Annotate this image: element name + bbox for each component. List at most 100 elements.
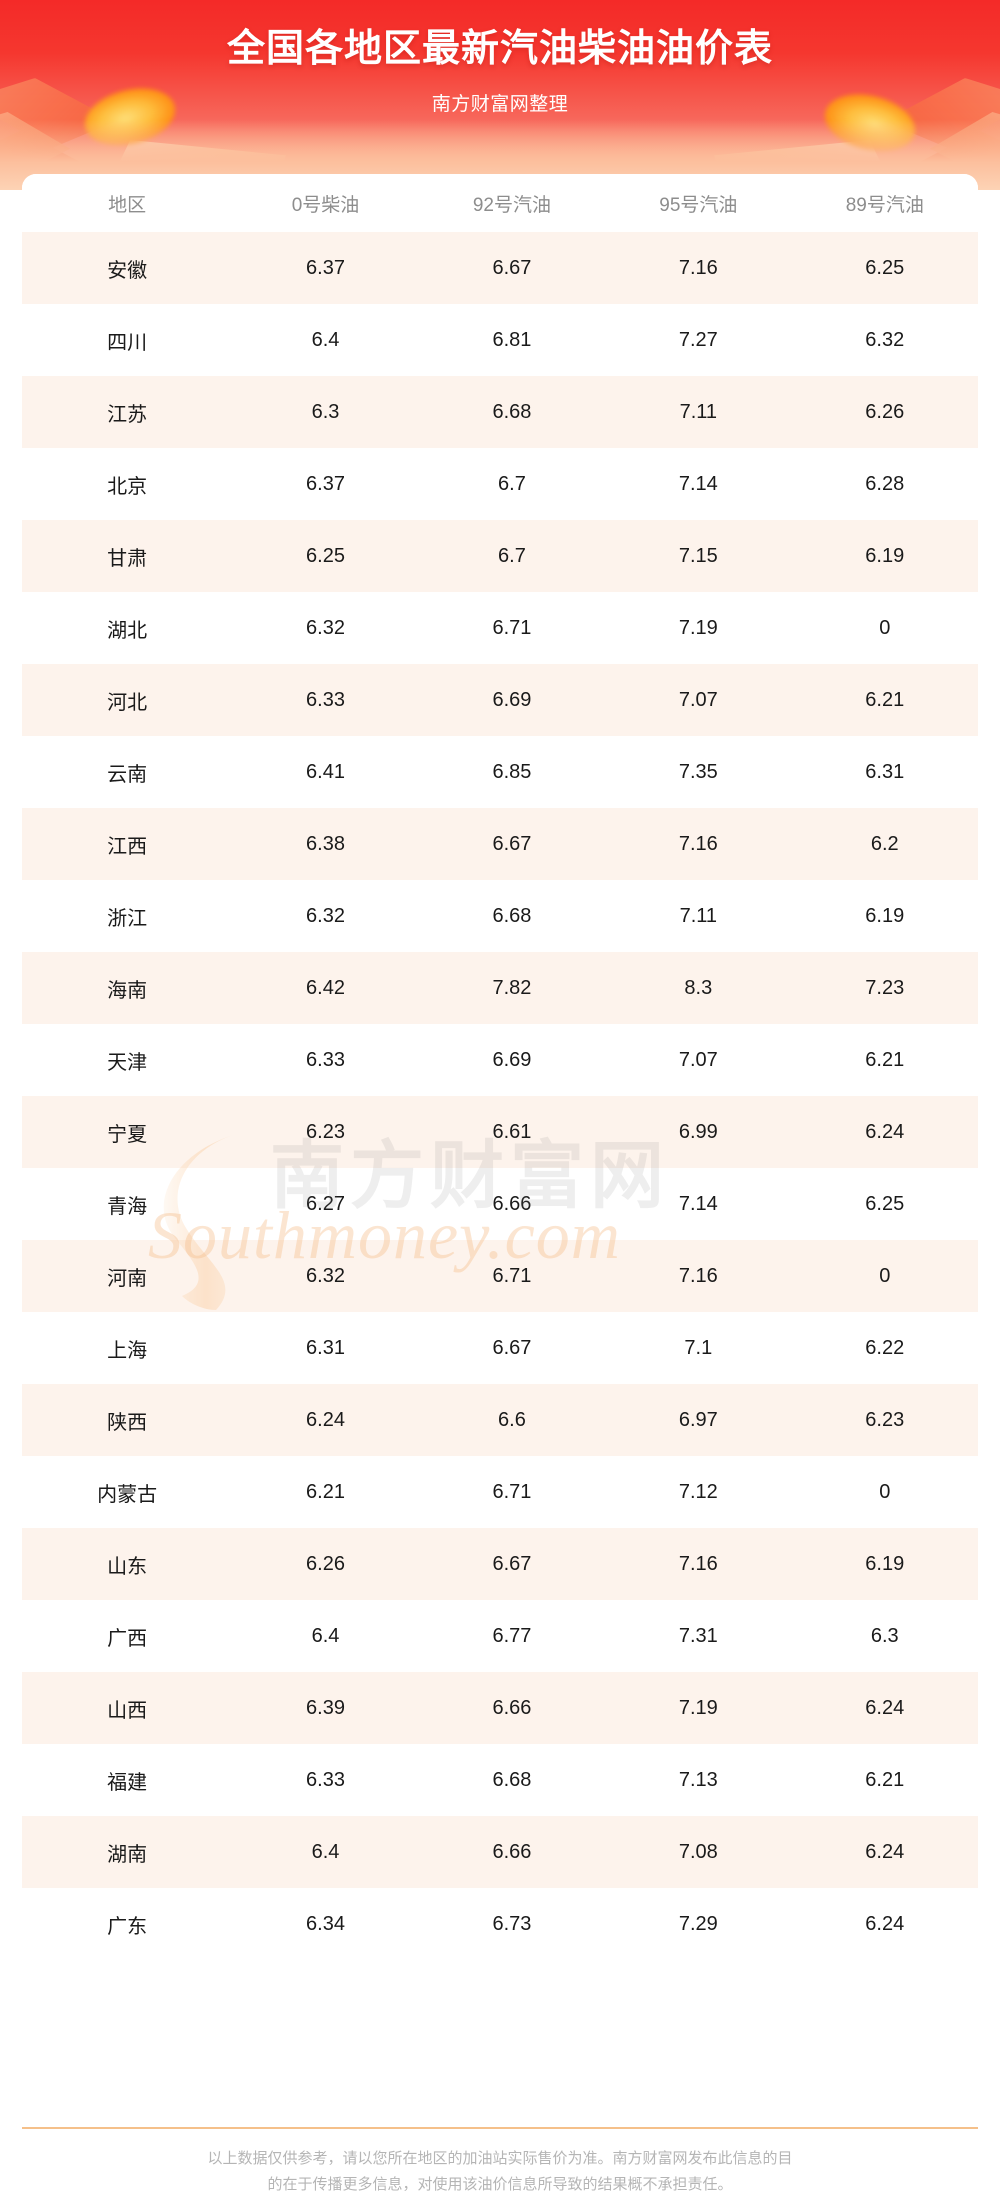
cell-gas-95: 7.29 [605, 1888, 792, 1960]
table-row: 内蒙古 6.21 6.71 7.12 0 [22, 1456, 978, 1528]
cell-diesel-0: 6.27 [232, 1168, 419, 1240]
cell-gas-92: 6.71 [418, 592, 606, 664]
cell-diesel-0: 6.33 [232, 1744, 419, 1816]
cell-diesel-0: 6.23 [232, 1096, 419, 1168]
cell-region: 山西 [22, 1672, 233, 1744]
cell-diesel-0: 6.24 [232, 1384, 419, 1456]
page-subtitle: 南方财富网整理 [431, 94, 569, 115]
cell-region: 宁夏 [22, 1096, 233, 1168]
footer-divider [22, 2127, 978, 2129]
cell-gas-89: 6.21 [791, 664, 978, 736]
cell-region: 河南 [22, 1240, 233, 1312]
cell-diesel-0: 6.41 [232, 736, 419, 808]
table-row: 广西 6.4 6.77 7.31 6.3 [22, 1600, 978, 1672]
cell-diesel-0: 6.32 [232, 1240, 419, 1312]
page-title: 全国各地区最新汽油柴油油价表 [226, 28, 773, 70]
table-row: 宁夏 6.23 6.61 6.99 6.24 [22, 1096, 978, 1168]
cell-gas-95: 7.16 [605, 808, 792, 880]
cell-gas-95: 7.14 [605, 1168, 792, 1240]
table-row: 天津 6.33 6.69 7.07 6.21 [22, 1024, 978, 1096]
cell-gas-92: 6.73 [418, 1888, 606, 1960]
cell-gas-89: 6.19 [791, 880, 978, 952]
cell-gas-95: 7.15 [605, 520, 792, 592]
cell-gas-89: 6.25 [791, 1168, 978, 1240]
table-row: 青海 6.27 6.66 7.14 6.25 [22, 1168, 978, 1240]
table-row: 江苏 6.3 6.68 7.11 6.26 [22, 376, 978, 448]
cell-gas-95: 7.12 [605, 1456, 792, 1528]
table-body: 安徽 6.37 6.67 7.16 6.25 四川 6.4 6.81 7.27 6.32 江苏 6.3… [22, 232, 978, 1960]
cell-region: 天津 [22, 1024, 233, 1096]
cell-diesel-0: 6.3 [232, 376, 419, 448]
table-row: 湖北 6.32 6.71 7.19 0 [22, 592, 978, 664]
cell-gas-92: 6.66 [418, 1816, 606, 1888]
cell-gas-95: 7.07 [605, 664, 792, 736]
cell-region: 江苏 [22, 376, 233, 448]
cell-region: 青海 [22, 1168, 233, 1240]
cell-gas-92: 6.67 [418, 808, 606, 880]
cell-gas-95: 7.11 [605, 880, 792, 952]
cell-region: 四川 [22, 304, 233, 376]
table-row: 海南 6.42 7.82 8.3 7.23 [22, 952, 978, 1024]
cell-gas-89: 0 [791, 1240, 978, 1312]
table-row: 陕西 6.24 6.6 6.97 6.23 [22, 1384, 978, 1456]
cell-gas-92: 6.77 [418, 1600, 606, 1672]
price-table-card: 地区 0号柴油 92号汽油 95号汽油 89号汽油 安徽 6.37 6.67 7.16… [22, 174, 978, 1960]
table-row: 北京 6.37 6.7 7.14 6.28 [22, 448, 978, 520]
cell-region: 河北 [22, 664, 233, 736]
cell-gas-92: 6.68 [418, 880, 606, 952]
table-row: 四川 6.4 6.81 7.27 6.32 [22, 304, 978, 376]
cell-diesel-0: 6.25 [232, 520, 419, 592]
cell-gas-92: 6.66 [418, 1672, 606, 1744]
footer-disclaimer-line-2: 的在于传播更多信息，对使用该油价信息所导致的结果概不承担责任。 [267, 2176, 733, 2193]
oil-price-table: 地区 0号柴油 92号汽油 95号汽油 89号汽油 安徽 6.37 6.67 7.16… [22, 174, 978, 1960]
column-header-gas-92: 92号汽油 [418, 174, 606, 232]
cell-gas-95: 7.13 [605, 1744, 792, 1816]
table-row: 上海 6.31 6.67 7.1 6.22 [22, 1312, 978, 1384]
cell-gas-95: 8.3 [605, 952, 792, 1024]
cell-region: 湖北 [22, 592, 233, 664]
table-header: 地区 0号柴油 92号汽油 95号汽油 89号汽油 [22, 174, 978, 232]
cell-gas-92: 6.68 [418, 376, 606, 448]
column-header-region: 地区 [22, 174, 233, 232]
cell-diesel-0: 6.31 [232, 1312, 419, 1384]
cell-gas-92: 6.69 [418, 664, 606, 736]
cell-gas-89: 6.24 [791, 1672, 978, 1744]
column-header-gas-95: 95号汽油 [605, 174, 792, 232]
cell-diesel-0: 6.32 [232, 880, 419, 952]
cell-gas-92: 6.67 [418, 232, 606, 304]
cell-gas-89: 6.22 [791, 1312, 978, 1384]
cell-gas-89: 6.19 [791, 520, 978, 592]
cell-gas-92: 6.85 [418, 736, 606, 808]
cell-diesel-0: 6.38 [232, 808, 419, 880]
table-row: 福建 6.33 6.68 7.13 6.21 [22, 1744, 978, 1816]
cell-gas-95: 6.99 [605, 1096, 792, 1168]
cell-region: 甘肃 [22, 520, 233, 592]
table-row: 甘肃 6.25 6.7 7.15 6.19 [22, 520, 978, 592]
cell-region: 广西 [22, 1600, 233, 1672]
cell-gas-95: 7.19 [605, 592, 792, 664]
cell-gas-89: 6.24 [791, 1888, 978, 1960]
cell-diesel-0: 6.4 [232, 1600, 419, 1672]
cell-diesel-0: 6.39 [232, 1672, 419, 1744]
table-row: 山东 6.26 6.67 7.16 6.19 [22, 1528, 978, 1600]
cell-gas-92: 6.71 [418, 1240, 606, 1312]
cell-gas-89: 6.21 [791, 1744, 978, 1816]
cell-gas-89: 6.28 [791, 448, 978, 520]
cell-region: 内蒙古 [22, 1456, 233, 1528]
cell-region: 北京 [22, 448, 233, 520]
cell-gas-89: 6.24 [791, 1816, 978, 1888]
page-header: 全国各地区最新汽油柴油油价表 南方财富网整理 [0, 0, 1000, 190]
cell-gas-92: 6.69 [418, 1024, 606, 1096]
cell-diesel-0: 6.33 [232, 1024, 419, 1096]
cell-diesel-0: 6.32 [232, 592, 419, 664]
cell-gas-92: 6.81 [418, 304, 606, 376]
cell-gas-95: 7.31 [605, 1600, 792, 1672]
footer-disclaimer: 以上数据仅供参考，请以您所在地区的加油站实际售价为准。南方财富网发布此信息的目 … [60, 2146, 940, 2198]
cell-region: 山东 [22, 1528, 233, 1600]
cell-gas-89: 6.23 [791, 1384, 978, 1456]
cell-diesel-0: 6.34 [232, 1888, 419, 1960]
cell-gas-92: 6.6 [418, 1384, 606, 1456]
cell-region: 江西 [22, 808, 233, 880]
cell-gas-95: 7.16 [605, 232, 792, 304]
